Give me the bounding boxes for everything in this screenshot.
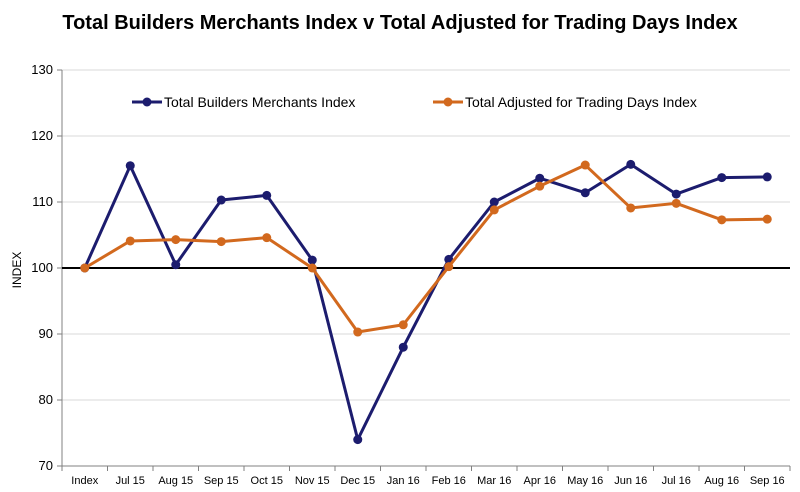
series-line-2: [83, 163, 768, 334]
data-point-series-2: [80, 263, 90, 273]
x-tick-label: Sep 15: [204, 475, 239, 487]
data-point-series-2: [171, 235, 181, 245]
data-point-series-1: [216, 195, 226, 205]
legend-marker-1: [142, 97, 152, 107]
data-point-series-1: [671, 189, 681, 199]
y-tick-label: 90: [39, 326, 53, 341]
legend-label-2: Total Adjusted for Trading Days Index: [465, 94, 697, 110]
legend-marker-2: [443, 97, 453, 107]
y-tick-label: 80: [39, 392, 53, 407]
legend: Total Builders Merchants Index Total Adju…: [132, 94, 697, 110]
x-tick-label: Apr 16: [524, 475, 556, 487]
series-line-1: [83, 162, 768, 442]
x-tick-label: Index: [71, 475, 98, 487]
legend-label-1: Total Builders Merchants Index: [164, 94, 355, 110]
data-point-series-1: [626, 159, 636, 169]
y-axis-label: INDEX: [10, 252, 24, 289]
data-point-series-2: [671, 198, 681, 208]
x-tick-label: Jul 16: [662, 475, 691, 487]
x-tick-label: Aug 15: [158, 475, 193, 487]
data-point-series-1: [171, 260, 181, 270]
chart-title: Total Builders Merchants Index v Total A…: [62, 12, 738, 34]
data-point-series-1: [398, 342, 408, 352]
data-point-series-2: [125, 236, 135, 246]
x-tick-label: Jun 16: [614, 475, 647, 487]
data-point-series-1: [762, 172, 772, 182]
x-tick-label: Feb 16: [432, 475, 466, 487]
y-tick-label: 120: [31, 128, 53, 143]
data-point-series-1: [307, 255, 317, 265]
x-tick-label: Jul 15: [116, 475, 145, 487]
data-point-series-2: [307, 263, 317, 273]
axes: 70 80 90 100 110 120 130 Index Jul 15 Aug 15 Sep 1…: [31, 62, 791, 487]
x-tick-label: Jan 16: [387, 475, 420, 487]
y-tick-label: 110: [32, 194, 53, 209]
series-lines: [80, 159, 772, 445]
data-point-series-1: [262, 190, 272, 200]
data-point-series-2: [262, 233, 272, 243]
x-tick-label: Oct 15: [251, 475, 283, 487]
data-point-series-2: [717, 215, 727, 225]
data-point-series-2: [535, 181, 545, 191]
data-point-series-1: [580, 188, 590, 198]
data-point-series-1: [717, 173, 727, 183]
data-point-series-2: [398, 320, 408, 330]
data-point-series-2: [626, 203, 636, 213]
x-tick-label: May 16: [567, 475, 603, 487]
data-point-series-1: [489, 197, 499, 207]
y-tick-label: 130: [31, 62, 53, 77]
data-point-series-2: [580, 160, 590, 170]
x-tick-label: Dec 15: [340, 475, 375, 487]
data-point-series-2: [444, 262, 454, 272]
y-tick-label: 100: [31, 260, 53, 275]
data-point-series-1: [535, 173, 545, 183]
x-tick-label: Mar 16: [477, 475, 511, 487]
y-tick-label: 70: [39, 458, 53, 473]
data-point-series-2: [216, 237, 226, 247]
gridlines: [62, 69, 790, 401]
data-point-series-2: [353, 327, 363, 337]
data-point-series-2: [762, 214, 772, 224]
data-point-series-2: [489, 205, 499, 215]
x-tick-label: Nov 15: [295, 475, 330, 487]
x-tick-label: Aug 16: [704, 475, 739, 487]
data-point-series-1: [353, 435, 363, 445]
data-point-series-1: [125, 161, 135, 171]
x-tick-label: Sep 16: [750, 475, 785, 487]
